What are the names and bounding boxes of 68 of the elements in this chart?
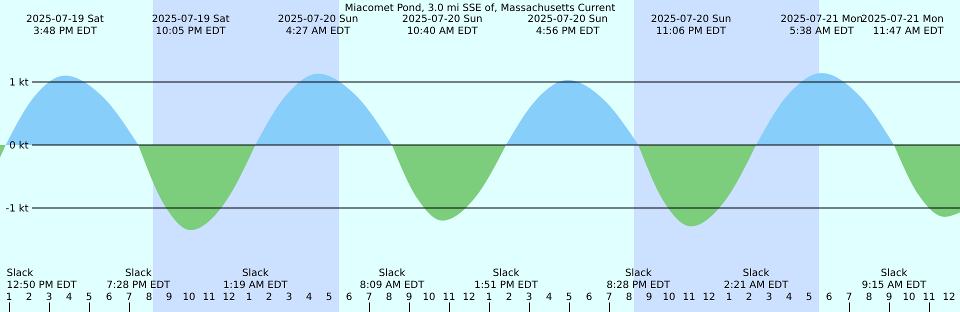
x-tick-label: 1 <box>246 292 252 303</box>
y-tick-label: -1 kt <box>6 204 29 214</box>
x-tick-label: 11 <box>442 292 456 303</box>
annotation: 2025-07-21 Mon 5:38 AM EDT <box>780 14 863 37</box>
x-tick-label: 9 <box>406 292 412 303</box>
x-tick-label: 1 <box>6 292 12 303</box>
annotation: 2025-07-20 Sun 11:06 PM EDT <box>650 14 732 37</box>
x-tick-label: 9 <box>166 292 172 303</box>
y-tick-label: 1 kt <box>9 77 29 88</box>
annotation: 2025-07-21 Mon 11:47 AM EDT <box>861 14 945 37</box>
x-tick-label: 12 <box>942 292 956 303</box>
annotation: 2025-07-19 Sat 3:48 PM EDT <box>26 14 104 37</box>
chart-title: Miacomet Pond, 3.0 mi SSE of, Massachusetts Current <box>344 3 616 14</box>
x-tick-label: 7 <box>606 292 612 303</box>
x-tick-label: 9 <box>646 292 652 303</box>
annotation: 2025-07-20 Sun 4:56 PM EDT <box>528 14 608 37</box>
x-tick-label: 3 <box>46 292 52 303</box>
x-tick-label: 11 <box>922 292 936 303</box>
annotation: Slack 12:50 PM EDT <box>6 268 78 291</box>
x-tick-label: 10 <box>902 292 916 303</box>
x-tick-label: 4 <box>546 292 552 303</box>
x-tick-label: 8 <box>866 292 872 303</box>
x-tick-label: 6 <box>106 292 112 303</box>
x-tick-label: 4 <box>66 292 72 303</box>
x-tick-label: 2 <box>746 292 752 303</box>
annotation: Slack 9:15 AM EDT <box>862 268 928 291</box>
x-tick-label: 3 <box>286 292 292 303</box>
x-tick-label: 8 <box>386 292 392 303</box>
x-tick-label: 11 <box>202 292 216 303</box>
x-tick-label: 2 <box>266 292 272 303</box>
annotation: Slack 8:09 AM EDT <box>360 268 426 291</box>
annotation: Slack 1:51 PM EDT <box>474 268 539 291</box>
x-tick-label: 12 <box>462 292 476 303</box>
x-tick-label: 1 <box>726 292 732 303</box>
x-tick-label: 2 <box>506 292 512 303</box>
x-tick-label: 6 <box>586 292 592 303</box>
x-tick-label: 3 <box>766 292 772 303</box>
x-tick-label: 10 <box>422 292 436 303</box>
x-tick-label: 7 <box>126 292 132 303</box>
annotation: 2025-07-20 Sun 4:27 AM EDT <box>278 14 358 37</box>
x-tick-label: 10 <box>662 292 676 303</box>
annotation: Slack 7:28 PM EDT <box>106 268 172 291</box>
x-tick-label: 11 <box>682 292 696 303</box>
x-tick-label: 12 <box>222 292 236 303</box>
x-tick-label: 2 <box>26 292 32 303</box>
x-tick-label: 5 <box>566 292 572 303</box>
annotation: 2025-07-20 Sun 10:40 AM EDT <box>402 14 482 37</box>
y-tick-label: 0 kt <box>9 140 29 152</box>
x-tick-label: 1 <box>486 292 492 303</box>
x-tick-label: 3 <box>526 292 532 303</box>
annotation: Slack 1:19 AM EDT <box>223 268 288 291</box>
x-tick-label: 7 <box>366 292 372 303</box>
x-tick-label: 7 <box>846 292 852 303</box>
x-tick-label: 4 <box>306 292 312 303</box>
x-tick-label: 6 <box>346 292 352 303</box>
annotation: Slack 2:21 AM EDT <box>724 268 790 291</box>
x-tick-label: 5 <box>86 292 92 303</box>
x-tick-label: 6 <box>826 292 832 303</box>
annotation: Slack 8:28 PM EDT <box>606 268 672 291</box>
x-tick-label: 4 <box>786 292 792 303</box>
x-tick-label: 5 <box>806 292 812 303</box>
x-tick-label: 8 <box>626 292 632 303</box>
x-tick-label: 5 <box>326 292 332 303</box>
annotation: 2025-07-19 Sat 10:05 PM EDT <box>152 14 230 37</box>
x-tick-label: 8 <box>146 292 152 303</box>
x-tick-label: 12 <box>702 292 716 303</box>
x-tick-label: 9 <box>886 292 892 303</box>
x-tick-label: 10 <box>182 292 196 303</box>
